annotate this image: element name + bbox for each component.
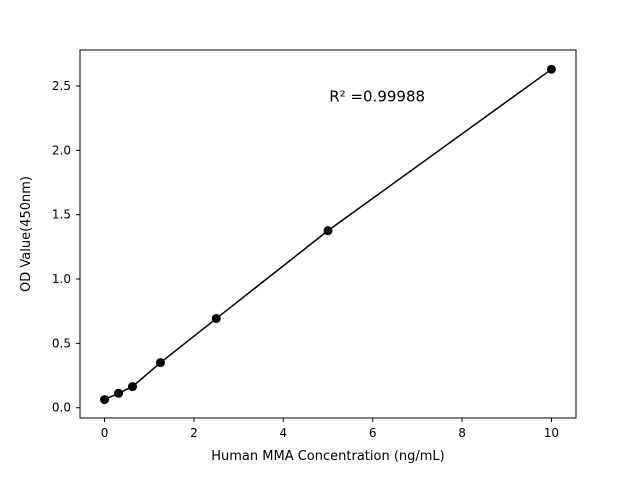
y-axis-label: OD Value(450nm) bbox=[19, 176, 34, 292]
data-point bbox=[114, 388, 124, 398]
y-tick-label: 0.0 bbox=[52, 401, 71, 415]
data-point bbox=[211, 314, 221, 324]
data-point bbox=[155, 358, 165, 368]
x-tick-label: 8 bbox=[458, 426, 466, 440]
data-point bbox=[546, 64, 556, 74]
plot-frame bbox=[79, 49, 577, 419]
x-tick-label: 0 bbox=[101, 426, 109, 440]
r-squared-annotation: R² =0.99988 bbox=[329, 87, 425, 105]
x-tick-label: 10 bbox=[544, 426, 559, 440]
data-point bbox=[100, 395, 110, 405]
y-tick-label: 2.5 bbox=[52, 79, 71, 93]
x-tick-label: 6 bbox=[369, 426, 377, 440]
y-tick-label: 1.0 bbox=[52, 272, 71, 286]
x-tick-label: 4 bbox=[279, 426, 287, 440]
x-axis-label: Human MMA Concentration (ng/mL) bbox=[211, 449, 445, 464]
data-point bbox=[128, 382, 138, 392]
y-tick-label: 1.5 bbox=[52, 208, 71, 222]
y-tick-label: 2.0 bbox=[52, 143, 71, 157]
y-tick-label: 0.5 bbox=[52, 336, 71, 350]
data-point bbox=[323, 226, 333, 236]
x-tick-label: 2 bbox=[190, 426, 198, 440]
